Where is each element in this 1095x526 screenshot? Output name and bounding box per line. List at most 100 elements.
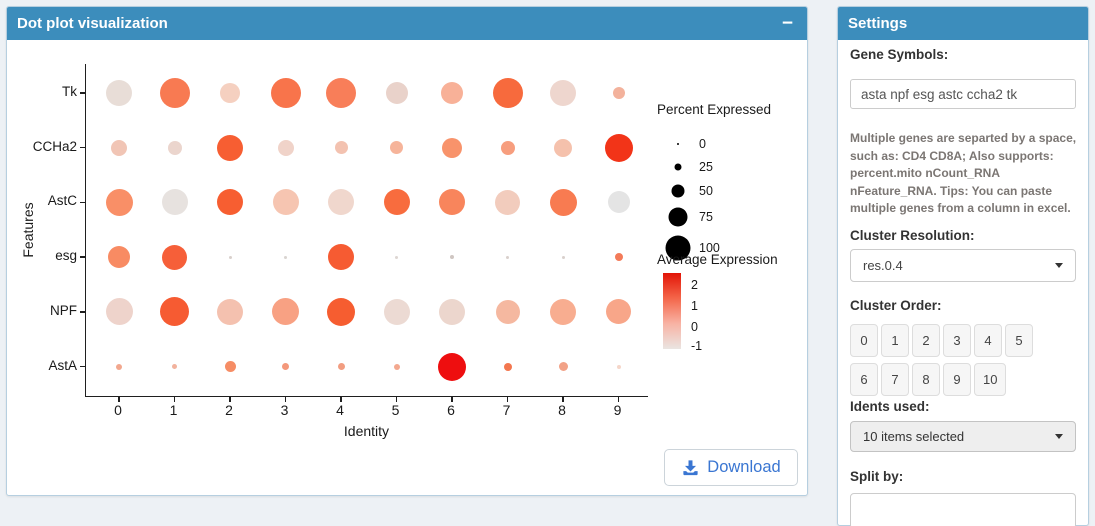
cluster-order-button[interactable]: 10 — [974, 363, 1007, 396]
cluster-order-button[interactable]: 9 — [943, 363, 971, 396]
caret-down-icon — [1055, 434, 1063, 439]
dot — [558, 362, 568, 371]
size-legend-dot — [677, 143, 679, 145]
download-button[interactable]: Download — [664, 449, 798, 486]
collapse-minus-icon[interactable]: − — [778, 14, 797, 33]
dot — [450, 255, 454, 260]
x-tick-label: 1 — [169, 402, 178, 418]
dot — [220, 83, 240, 103]
dot — [439, 298, 465, 325]
dot — [383, 298, 410, 325]
dot — [282, 363, 289, 370]
dot — [506, 255, 509, 259]
y-tick-labels: Tk CCHa2 AstC esg NPF AstA — [7, 64, 77, 397]
plot-panel — [79, 64, 648, 402]
x-tick — [173, 397, 176, 402]
dot — [106, 80, 132, 106]
idents-used-dropdown[interactable]: 10 items selected — [850, 421, 1076, 452]
size-legend-dot — [671, 184, 685, 198]
y-tick-label: AstC — [47, 193, 77, 209]
dot — [561, 255, 565, 259]
dot — [105, 298, 133, 326]
dot — [395, 255, 398, 259]
x-tick-label: 3 — [280, 402, 289, 418]
x-tick — [506, 397, 509, 402]
dot — [108, 246, 130, 269]
dotplot-card: Dot plot visualization − Features Tk CCHa… — [6, 6, 808, 496]
dot — [111, 139, 127, 156]
dot — [284, 255, 287, 259]
y-tick — [79, 201, 85, 204]
cluster-order-button[interactable]: 7 — [881, 363, 909, 396]
dot — [554, 138, 572, 157]
dot — [277, 139, 294, 156]
size-legend-dot — [668, 207, 688, 227]
color-legend-tick-label: 0 — [691, 320, 698, 334]
dot — [442, 137, 462, 158]
cluster-resolution-select[interactable]: res.0.4 — [850, 249, 1076, 282]
dot — [439, 189, 465, 216]
x-tick-label: 9 — [613, 402, 622, 418]
x-tick-labels: 0 1 2 3 4 5 6 7 8 9 — [85, 402, 648, 420]
idents-used-label: Idents used: — [850, 399, 930, 414]
y-tick — [79, 146, 85, 149]
size-legend: Percent Expressed 0 25 50 75 100 — [657, 102, 807, 261]
y-tick-label: esg — [55, 248, 77, 264]
dot — [217, 189, 243, 216]
settings-card-header: Settings — [838, 7, 1088, 40]
size-legend-tick-label: 25 — [699, 160, 713, 174]
dot — [217, 298, 243, 325]
dot — [604, 133, 633, 162]
y-tick-label: NPF — [50, 302, 77, 318]
y-tick — [79, 311, 85, 313]
dot — [161, 189, 188, 216]
dot — [492, 78, 523, 108]
settings-card-title: Settings — [848, 15, 908, 32]
dot — [438, 352, 466, 381]
split-by-select[interactable] — [850, 493, 1076, 526]
y-tick — [79, 365, 85, 368]
dotplot-card-header: Dot plot visualization − — [7, 7, 807, 40]
x-axis-title: Identity — [343, 423, 390, 439]
dot — [217, 134, 243, 161]
dot — [328, 244, 354, 271]
cluster-order-button[interactable]: 8 — [912, 363, 940, 396]
color-legend-tick-label: -1 — [691, 339, 703, 353]
y-tick-label: AstA — [48, 357, 77, 373]
cluster-order-label: Cluster Order: — [850, 298, 942, 313]
color-legend-title: Average Expression — [657, 252, 778, 267]
dot — [549, 188, 577, 216]
cluster-order-button[interactable]: 1 — [881, 324, 909, 357]
dot — [224, 361, 236, 372]
split-by-label: Split by: — [850, 469, 904, 484]
gene-symbols-label: Gene Symbols: — [850, 47, 949, 62]
x-tick-label: 7 — [502, 402, 511, 418]
cluster-order-button[interactable]: 2 — [912, 324, 940, 357]
dot — [334, 141, 348, 155]
x-tick — [617, 397, 620, 402]
cluster-order-button[interactable]: 4 — [974, 324, 1002, 357]
gene-symbols-input[interactable] — [850, 79, 1076, 109]
dot — [270, 78, 301, 108]
x-tick-label: 0 — [114, 402, 122, 418]
y-tick — [79, 256, 85, 258]
cluster-order-button[interactable]: 6 — [850, 363, 878, 396]
dot — [272, 189, 299, 216]
dot — [172, 364, 177, 369]
color-legend-tick-label: 1 — [691, 299, 698, 313]
size-legend-tick-label: 0 — [699, 137, 706, 151]
settings-card-body: Gene Symbols: Multiple genes are separte… — [838, 40, 1088, 526]
dot — [105, 188, 133, 216]
cluster-order-button[interactable]: 5 — [1005, 324, 1033, 357]
settings-card: Settings Gene Symbols: Multiple genes ar… — [837, 6, 1089, 526]
cluster-order-button[interactable]: 3 — [943, 324, 971, 357]
color-gradient-bar — [663, 273, 681, 349]
x-tick — [118, 397, 120, 402]
y-tick — [79, 92, 85, 94]
cluster-order-button[interactable]: 0 — [850, 324, 878, 357]
dot — [393, 363, 400, 370]
y-tick-label: CCHa2 — [32, 138, 77, 154]
dot — [162, 244, 187, 270]
